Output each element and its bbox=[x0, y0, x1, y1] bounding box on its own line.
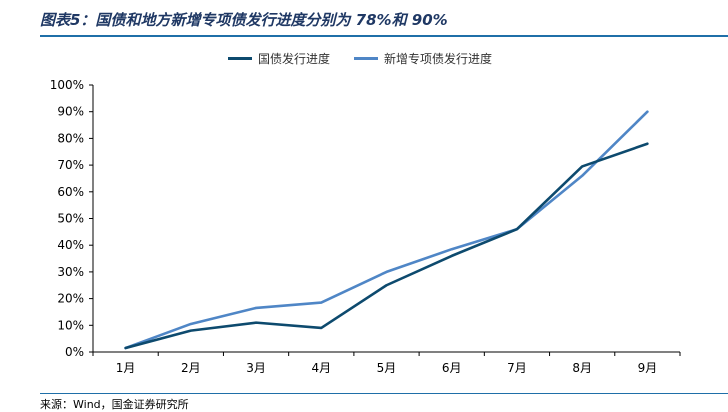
legend-item-series-1: 国债发行进度 bbox=[228, 50, 330, 67]
y-tick-label: 0% bbox=[65, 345, 84, 359]
y-tick-label: 80% bbox=[57, 131, 84, 145]
series-line-2 bbox=[124, 110, 649, 350]
y-tick-label: 60% bbox=[57, 185, 84, 199]
legend-swatch-series-1 bbox=[228, 57, 252, 60]
y-tick-label: 90% bbox=[57, 105, 84, 119]
x-tick-label: 2月 bbox=[181, 361, 201, 375]
legend-label-series-1: 国债发行进度 bbox=[258, 52, 331, 66]
x-tick-label: 8月 bbox=[572, 361, 592, 375]
source-divider bbox=[40, 393, 728, 394]
chart-legend: 国债发行进度 新增专项债发行进度 bbox=[228, 50, 516, 67]
x-tick-label: 1月 bbox=[116, 361, 136, 375]
series-line-1 bbox=[124, 142, 649, 350]
y-tick-label: 50% bbox=[57, 212, 84, 226]
figure-title: 图表5：国债和地方新增专项债发行进度分别为 78%和 90% bbox=[40, 11, 448, 29]
legend-item-series-2: 新增专项债发行进度 bbox=[354, 50, 492, 67]
x-tick-label: 3月 bbox=[246, 361, 266, 375]
source-note: 来源：Wind，国金证券研究所 bbox=[40, 398, 189, 411]
legend-swatch-series-2 bbox=[354, 57, 379, 60]
y-tick-label: 100% bbox=[50, 78, 84, 92]
y-tick-label: 20% bbox=[57, 292, 84, 306]
chart-axes: 0% 10% 20% 30% 40% 50% 60% 70% 80% 90% 100% 1月 2月 3月 4… bbox=[50, 78, 681, 375]
x-tick-label: 6月 bbox=[442, 361, 462, 375]
x-tick-label: 4月 bbox=[311, 361, 331, 375]
x-tick-label: 5月 bbox=[377, 361, 397, 375]
y-tick-label: 40% bbox=[57, 238, 84, 252]
legend-label-series-2: 新增专项债发行进度 bbox=[384, 52, 493, 66]
y-tick-label: 70% bbox=[57, 158, 84, 172]
x-tick-label: 7月 bbox=[507, 361, 527, 375]
y-tick-label: 30% bbox=[57, 265, 84, 279]
chart-series bbox=[124, 110, 649, 350]
x-tick-label: 9月 bbox=[638, 361, 658, 375]
title-divider bbox=[40, 35, 728, 37]
y-tick-label: 10% bbox=[57, 318, 84, 332]
line-chart: 0% 10% 20% 30% 40% 50% 60% 70% 80% 90% 100% 1月 2月 3月 4… bbox=[50, 78, 681, 375]
